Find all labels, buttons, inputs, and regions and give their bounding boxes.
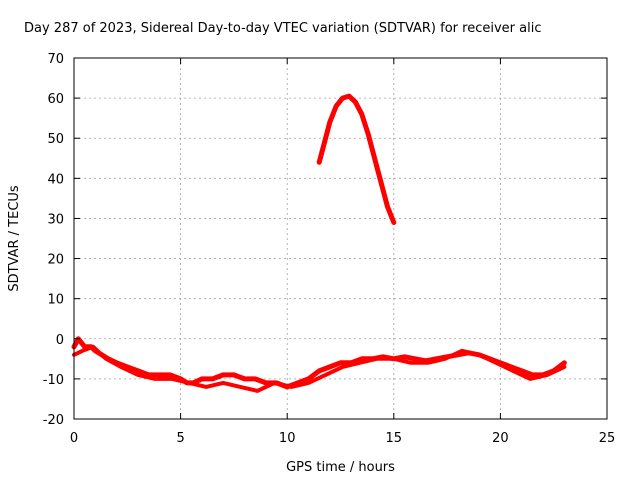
data-point [426,361,430,365]
data-point [168,373,172,377]
data-point [545,373,549,377]
data-point [243,377,247,381]
y-axis-label: SDTVAR / TECUs [7,185,22,292]
data-point [328,120,332,124]
data-point [413,357,417,361]
data-point [307,381,310,385]
data-point [221,373,225,377]
data-point [307,377,310,381]
x-tick-label: 0 [70,431,78,446]
data-point [360,357,364,361]
chart-title: Day 287 of 2023, Sidereal Day-to-day VTE… [24,21,541,36]
data-point [520,369,524,373]
data-point [317,369,321,373]
data-point [187,381,191,385]
data-series [71,93,567,393]
data-point [204,385,208,389]
y-tick-label: 40 [47,172,64,187]
series-line [316,93,397,225]
data-point [511,369,515,373]
data-point [328,365,332,369]
data-point [157,373,161,377]
x-tick-label: 20 [492,431,509,446]
data-point [334,104,338,108]
data-point [341,96,345,100]
data-point [119,365,123,369]
data-point [290,385,293,389]
data-point [373,156,377,160]
data-point [366,132,370,136]
x-tick-label: 10 [279,431,296,446]
y-tick-label: -10 [43,373,64,388]
data-point [562,361,566,365]
data-point [221,381,225,385]
data-point [104,357,108,361]
data-point [477,353,481,357]
data-point [253,377,257,381]
data-point [347,94,351,98]
data-point [403,355,406,359]
y-tick-label: 30 [47,212,64,227]
axis-ticks: 0 5 10 15 20 25 -20 -10 0 10 20 30 40 50 60 70 [43,52,616,446]
data-point [324,136,328,140]
data-point [375,357,379,361]
data-point [379,180,383,184]
data-point [136,369,140,373]
data-point [358,361,362,365]
data-point [211,377,215,381]
y-tick-label: 70 [47,52,64,67]
data-point [392,221,396,224]
data-point [409,361,413,365]
data-point [392,357,396,361]
data-point [200,377,204,381]
plot-frame [73,57,608,420]
data-point [317,160,321,164]
y-tick-label: -20 [43,413,64,428]
data-point [264,381,268,385]
data-point [339,361,342,365]
data-point [83,345,87,349]
data-point [81,349,84,353]
data-point [494,361,498,365]
data-point [341,365,345,369]
data-point [460,349,464,353]
data-point [91,345,95,349]
data-point [232,373,236,377]
data-point [170,377,174,381]
y-tick-label: 10 [47,293,64,308]
data-point [136,373,140,377]
x-tick-label: 25 [599,431,616,446]
y-tick-label: 60 [47,92,64,107]
y-tick-label: 50 [47,132,64,147]
data-point [530,373,534,377]
y-tick-label: 0 [56,333,64,348]
x-tick-label: 5 [176,431,184,446]
data-point [353,100,357,104]
data-point [255,389,259,393]
data-point [443,357,447,361]
data-point [238,385,242,389]
data-point [360,112,364,116]
data-point [272,381,276,385]
data-point [562,365,566,369]
x-axis-label: GPS time / hours [286,460,395,475]
data-point [385,204,389,208]
data-point [153,377,157,381]
y-tick-label: 20 [47,253,64,268]
data-point [528,377,532,381]
data-point [324,373,328,377]
x-tick-label: 15 [386,431,403,446]
